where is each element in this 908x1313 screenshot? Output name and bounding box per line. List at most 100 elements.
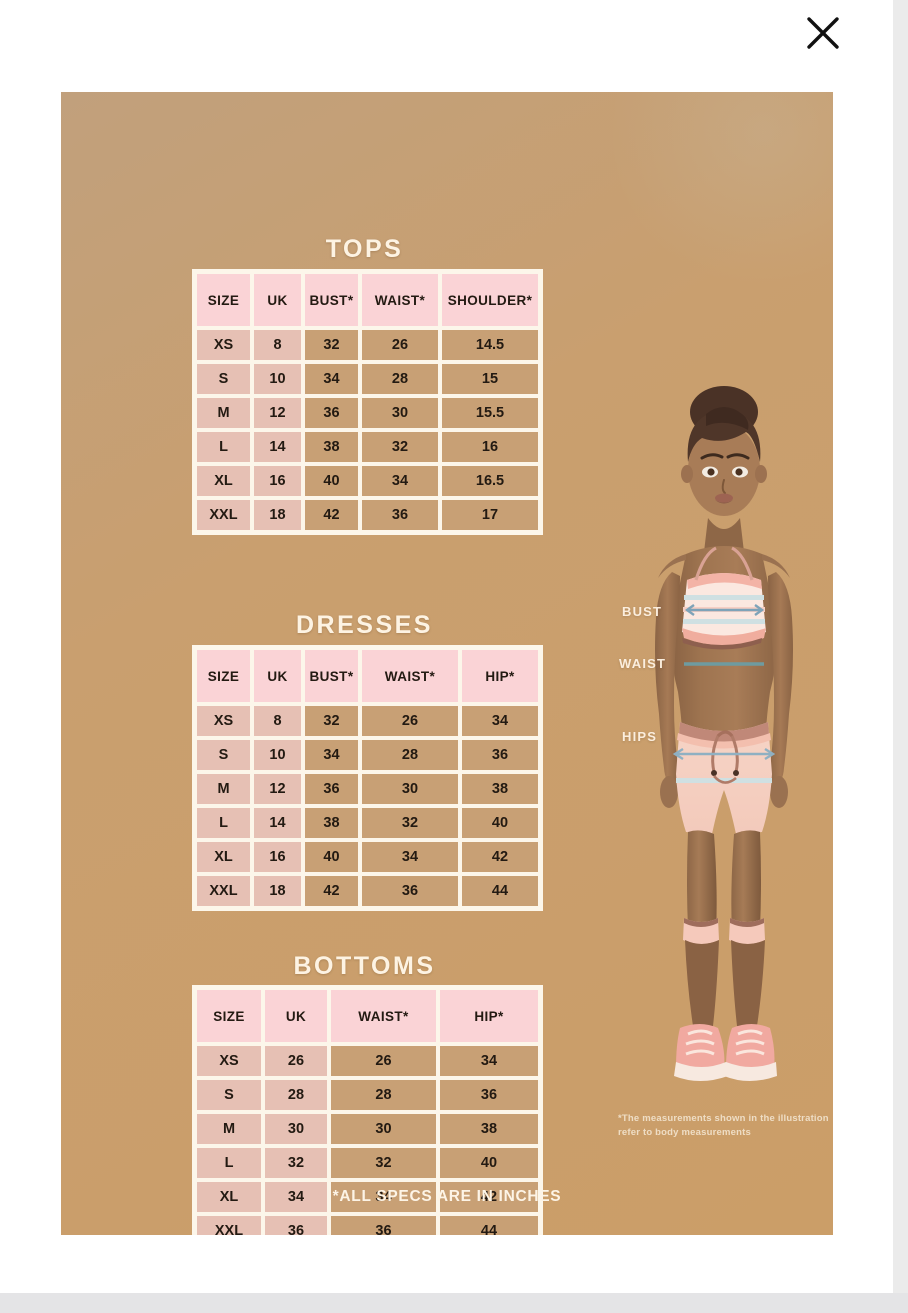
- cell-waist: 36: [329, 1214, 438, 1235]
- cell-bust: 42: [303, 874, 360, 908]
- column-header-waist: WAIST*: [360, 272, 440, 328]
- cell-size: M: [195, 1112, 263, 1146]
- table-row: M 30 30 38: [195, 1112, 540, 1146]
- specs-footer-note: *ALL SPECS ARE IN INCHES: [332, 1188, 562, 1205]
- column-header-hip: HIP*: [438, 988, 540, 1044]
- cell-uk: 18: [252, 498, 303, 532]
- cell-uk: 18: [252, 874, 303, 908]
- cell-bust: 34: [303, 738, 360, 772]
- table-row: XXL 18 42 36 44: [195, 874, 540, 908]
- shorts: [676, 722, 772, 834]
- modal-sheet: BUST WAIST HIPS *The measurements shown …: [61, 5, 851, 1235]
- cell-waist: 34: [360, 464, 440, 498]
- cell-hip: 36: [438, 1078, 540, 1112]
- table-row: XS 8 32 26 34: [195, 704, 540, 738]
- table-row: M 12 36 30 38: [195, 772, 540, 806]
- leg-warmers: [683, 918, 765, 944]
- cell-waist: 30: [360, 396, 440, 430]
- size-table-bottoms: SIZE UK WAIST* HIP* XS 26 26 34 S 28 28 36 M 30…: [192, 985, 543, 1235]
- measurement-label-hips: HIPS: [622, 729, 658, 744]
- cell-hip: 38: [438, 1112, 540, 1146]
- cell-size: XXL: [195, 498, 252, 532]
- column-header-size: SIZE: [195, 988, 263, 1044]
- size-chart-panel: BUST WAIST HIPS *The measurements shown …: [61, 92, 833, 1235]
- table-row: XL 34 34 42: [195, 1180, 540, 1214]
- cell-size: L: [195, 430, 252, 464]
- body-measurement-illustration: BUST WAIST HIPS *The measurements shown …: [556, 292, 833, 1172]
- cell-uk: 32: [263, 1146, 329, 1180]
- cell-bust: 32: [303, 704, 360, 738]
- cell-waist: 30: [360, 772, 460, 806]
- cell-uk: 10: [252, 362, 303, 396]
- table-header-row: SIZE UK BUST* WAIST* HIP*: [195, 648, 540, 704]
- cell-waist: 34: [360, 840, 460, 874]
- cell-hip: 40: [460, 806, 540, 840]
- cell-shoulder: 16: [440, 430, 540, 464]
- cell-uk: 34: [263, 1180, 329, 1214]
- cell-uk: 28: [263, 1078, 329, 1112]
- scrollbar-track-horizontal[interactable]: [0, 1293, 908, 1313]
- cell-bust: 40: [303, 840, 360, 874]
- crop-top: [682, 546, 766, 650]
- column-header-uk: UK: [263, 988, 329, 1044]
- cell-shoulder: 16.5: [440, 464, 540, 498]
- table-header-row: SIZE UK WAIST* HIP*: [195, 988, 540, 1044]
- cell-uk: 14: [252, 430, 303, 464]
- cell-size: M: [195, 772, 252, 806]
- cell-size: XS: [195, 1044, 263, 1078]
- size-table-tops: SIZE UK BUST* WAIST* SHOULDER* XS 8 32 26 14…: [192, 269, 543, 535]
- cell-size: S: [195, 1078, 263, 1112]
- column-header-size: SIZE: [195, 648, 252, 704]
- cell-waist: 28: [360, 362, 440, 396]
- table-row: XL 16 40 34 16.5: [195, 464, 540, 498]
- cell-waist: 26: [329, 1044, 438, 1078]
- measurement-label-bust: BUST: [622, 604, 663, 619]
- cell-uk: 12: [252, 772, 303, 806]
- measurement-lines: [684, 604, 765, 616]
- table-row: XL 16 40 34 42: [195, 840, 540, 874]
- cell-uk: 10: [252, 738, 303, 772]
- cell-size: XS: [195, 704, 252, 738]
- close-icon: [807, 17, 839, 49]
- cell-uk: 36: [263, 1214, 329, 1235]
- cell-hip: 44: [460, 874, 540, 908]
- cell-waist: 32: [329, 1146, 438, 1180]
- cell-shoulder: 15: [440, 362, 540, 396]
- cell-hip: 40: [438, 1146, 540, 1180]
- female-figure-illustration: [655, 386, 793, 1081]
- table-header-row: SIZE UK BUST* WAIST* SHOULDER*: [195, 272, 540, 328]
- cell-bust: 38: [303, 430, 360, 464]
- cell-bust: 32: [303, 328, 360, 362]
- table-row: XS 8 32 26 14.5: [195, 328, 540, 362]
- cell-shoulder: 14.5: [440, 328, 540, 362]
- column-header-waist: WAIST*: [360, 648, 460, 704]
- table-row: XS 26 26 34: [195, 1044, 540, 1078]
- cell-size: L: [195, 806, 252, 840]
- size-table-dresses: SIZE UK BUST* WAIST* HIP* XS 8 32 26 34 S 10 3…: [192, 645, 543, 911]
- cell-uk: 26: [263, 1044, 329, 1078]
- section-title-tops: TOPS: [325, 235, 404, 263]
- column-header-hip: HIP*: [460, 648, 540, 704]
- cell-uk: 16: [252, 464, 303, 498]
- illustration-note: *The measurements shown in the illustrat…: [618, 1113, 829, 1138]
- cell-hip: 34: [460, 704, 540, 738]
- cell-size: M: [195, 396, 252, 430]
- table-row: S 10 34 28 15: [195, 362, 540, 396]
- cell-uk: 8: [252, 704, 303, 738]
- cell-bust: 40: [303, 464, 360, 498]
- cell-waist: 28: [360, 738, 460, 772]
- cell-waist: 26: [360, 704, 460, 738]
- cell-waist: 34: [329, 1180, 438, 1214]
- column-header-bust: BUST*: [303, 272, 360, 328]
- scrollbar-track-vertical[interactable]: [893, 0, 908, 1293]
- table-row: M 12 36 30 15.5: [195, 396, 540, 430]
- section-title-dresses: DRESSES: [296, 611, 433, 639]
- table-row: L 32 32 40: [195, 1146, 540, 1180]
- column-header-size: SIZE: [195, 272, 252, 328]
- cell-waist: 36: [360, 874, 460, 908]
- cell-hip: 38: [460, 772, 540, 806]
- cell-bust: 34: [303, 362, 360, 396]
- close-button[interactable]: [795, 5, 851, 61]
- cell-size: XS: [195, 328, 252, 362]
